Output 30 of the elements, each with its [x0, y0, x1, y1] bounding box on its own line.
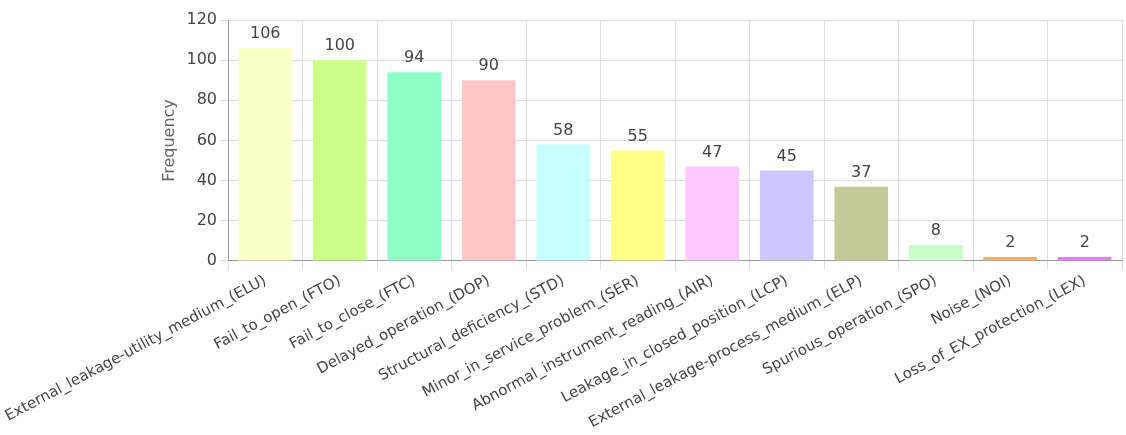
y-tick-label: 80 [196, 89, 218, 109]
data-label: 90 [478, 55, 499, 75]
y-tick-label: 120 [186, 9, 218, 29]
data-label: 2 [1005, 232, 1016, 252]
bar [834, 186, 889, 261]
bar [461, 80, 516, 261]
y-tick-label: 100 [186, 49, 218, 69]
data-label: 106 [249, 23, 281, 43]
data-label: 2 [1079, 232, 1090, 252]
y-tick-label: 20 [196, 209, 218, 229]
bar [685, 166, 740, 261]
bar [759, 170, 814, 261]
bar [387, 72, 442, 261]
data-label: 47 [702, 141, 723, 161]
bar [238, 48, 293, 261]
bar [312, 60, 367, 261]
y-axis-title: Frequency [159, 99, 179, 182]
data-label: 8 [930, 220, 941, 240]
y-tick-label: 60 [196, 129, 218, 149]
data-label: 55 [627, 125, 648, 145]
data-label: 58 [553, 119, 574, 139]
y-tick-label: 0 [206, 250, 218, 270]
bar [536, 144, 591, 261]
data-label: 45 [776, 145, 797, 165]
bar [610, 150, 665, 261]
bar [908, 244, 963, 261]
data-label: 94 [404, 47, 425, 67]
data-label: 37 [851, 161, 872, 181]
y-tick-label: 40 [196, 169, 218, 189]
data-label: 100 [324, 35, 356, 55]
